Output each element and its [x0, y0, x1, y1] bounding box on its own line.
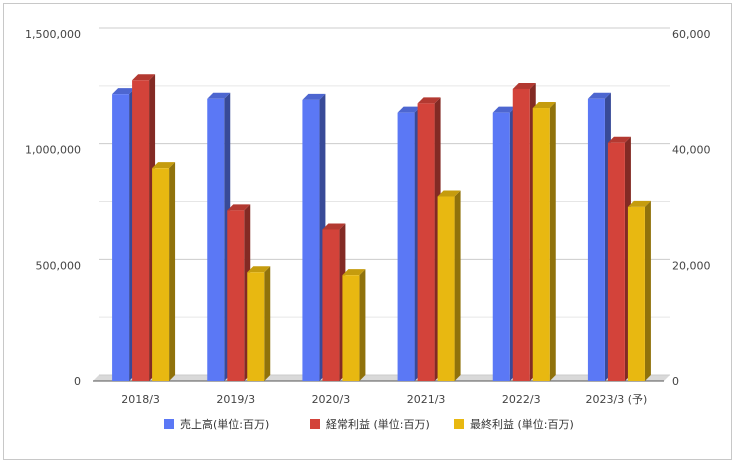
x-tick-label: 2018/3 — [121, 393, 160, 406]
bar-top — [397, 106, 421, 113]
bar — [302, 99, 320, 382]
legend-swatch — [454, 419, 464, 429]
bar-top — [152, 162, 176, 169]
bar-top — [342, 269, 366, 276]
bar-side — [169, 162, 176, 381]
legend-label: 売上高(単位:百万) — [180, 417, 269, 431]
bar-top — [417, 97, 441, 104]
bar — [152, 168, 170, 381]
bar — [342, 275, 360, 381]
bar — [322, 229, 340, 381]
bar-top — [437, 190, 461, 197]
bar-top — [532, 102, 556, 109]
bar — [207, 98, 225, 382]
x-tick-label: 2020/3 — [312, 393, 351, 406]
y-right-tick-label: 40,000 — [672, 144, 711, 157]
bar-top — [227, 204, 251, 211]
bar — [397, 112, 415, 382]
bar-top — [302, 93, 326, 100]
bar — [227, 210, 245, 381]
bar-top — [322, 223, 346, 230]
bar-side — [454, 190, 461, 381]
legend-label: 経常利益 (単位:百万) — [326, 417, 430, 431]
bar-top — [512, 82, 536, 89]
bar — [627, 206, 645, 381]
legend-label: 最終利益 (単位:百万) — [470, 417, 574, 431]
y-right-tick-label: 20,000 — [672, 259, 711, 272]
y-right-tick-label: 0 — [672, 375, 679, 388]
y-left-tick-label: 0 — [74, 375, 81, 388]
bar-chart: 0 500,000 1,000,000 1,500,000 0 20,000 40,000 6… — [25, 27, 711, 431]
x-tick-label: 2023/3 (予) — [586, 393, 648, 406]
bar-top — [132, 74, 156, 81]
bar-side — [644, 200, 651, 381]
x-tick-label: 2021/3 — [407, 393, 446, 406]
y-right-tick-label: 60,000 — [672, 28, 711, 41]
bar-side — [549, 102, 556, 381]
y-left-tick-label: 1,500,000 — [25, 28, 81, 41]
chart-frame: 0 500,000 1,000,000 1,500,000 0 20,000 40,000 6… — [3, 3, 732, 460]
bar — [607, 142, 625, 381]
bar — [512, 88, 530, 382]
bar — [437, 196, 455, 381]
bar — [132, 80, 150, 382]
bar — [492, 112, 510, 382]
bar-top — [627, 200, 651, 207]
bar — [532, 108, 550, 381]
bar-top — [207, 92, 231, 99]
bar — [587, 98, 605, 382]
x-tick-label: 2022/3 — [502, 393, 541, 406]
x-tick-label: 2019/3 — [216, 393, 255, 406]
bar-top — [492, 106, 516, 113]
y-left-tick-label: 500,000 — [36, 259, 82, 272]
bar-side — [359, 269, 366, 381]
bar — [247, 272, 265, 381]
bar — [417, 103, 435, 382]
bar-top — [587, 92, 611, 99]
bar-top — [607, 136, 631, 143]
bar-side — [264, 266, 271, 381]
bar-top — [112, 88, 136, 95]
y-left-tick-label: 1,000,000 — [25, 144, 81, 157]
legend-swatch — [310, 419, 320, 429]
bar — [112, 94, 130, 381]
chart-floor — [93, 375, 670, 381]
bar-top — [247, 266, 271, 273]
legend-swatch — [164, 419, 174, 429]
